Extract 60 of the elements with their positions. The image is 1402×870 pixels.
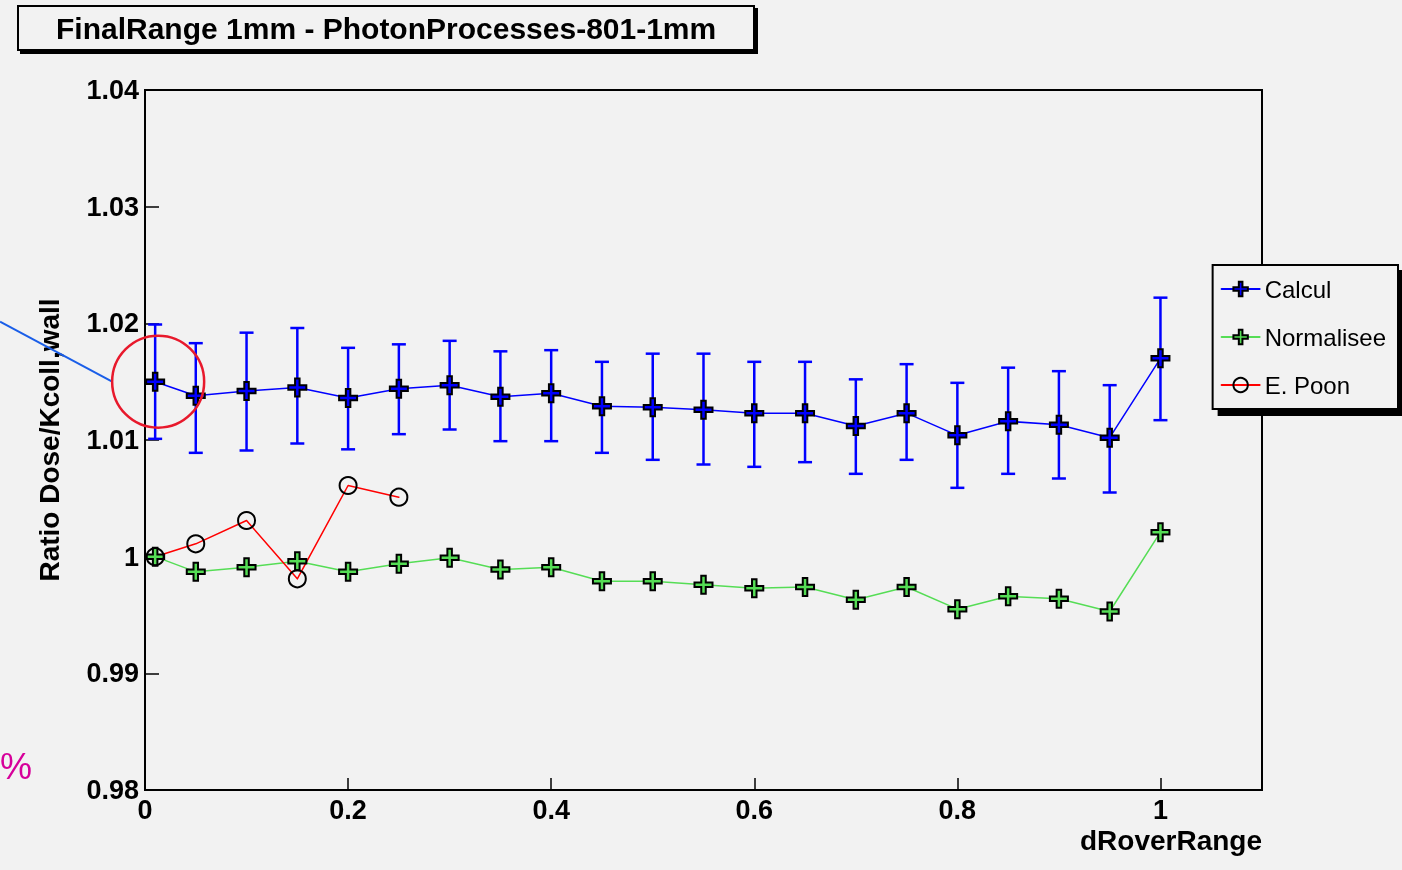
point xyxy=(1048,588,1069,609)
x-tick-label: 0 xyxy=(137,794,153,825)
point xyxy=(338,561,359,582)
point xyxy=(693,399,714,420)
y-tick-label: 1.03 xyxy=(86,191,139,222)
point xyxy=(1150,348,1171,369)
y-tick-label: 1.02 xyxy=(86,308,139,339)
point xyxy=(541,557,562,578)
x-tick-label: 0.2 xyxy=(329,794,367,825)
y-tick-label: 1.01 xyxy=(86,425,139,455)
point xyxy=(947,425,968,446)
point xyxy=(439,547,460,568)
point xyxy=(642,571,663,592)
point xyxy=(744,578,765,599)
point xyxy=(388,553,409,574)
y-tick-label: 0.99 xyxy=(86,658,139,689)
point xyxy=(795,403,816,424)
point xyxy=(490,559,511,580)
point xyxy=(947,599,968,620)
x-tick-label: 0.6 xyxy=(735,794,774,825)
point xyxy=(439,375,460,396)
point xyxy=(1099,427,1120,448)
point xyxy=(998,411,1019,432)
x-tick-label: 1 xyxy=(1152,794,1168,825)
x-axis-title: dRoverRange xyxy=(1079,824,1262,856)
x-tick-label: 0.4 xyxy=(532,794,570,825)
point xyxy=(642,397,663,418)
point xyxy=(287,377,308,398)
legend-label: E. Poon xyxy=(1264,371,1351,399)
point xyxy=(896,577,917,597)
point xyxy=(388,378,409,399)
legend-label: Normalisee xyxy=(1264,323,1386,351)
point xyxy=(541,383,562,404)
chart-title: FinalRange 1mm - PhotonProcesses-801-1mm xyxy=(56,11,717,45)
point xyxy=(1150,522,1171,543)
text: % xyxy=(0,745,33,787)
point xyxy=(185,561,206,582)
point xyxy=(1099,601,1120,622)
y-tick-label: 1.04 xyxy=(86,75,139,105)
legend-label: Calcul xyxy=(1264,275,1332,303)
point xyxy=(845,589,866,610)
point xyxy=(338,388,359,408)
point xyxy=(693,574,714,595)
point xyxy=(896,403,917,424)
point xyxy=(490,386,511,407)
x-tick-label: 0.8 xyxy=(938,794,977,825)
point xyxy=(845,416,866,436)
point xyxy=(744,403,765,424)
point xyxy=(591,396,612,417)
point xyxy=(1048,414,1069,435)
point xyxy=(591,571,612,592)
y-tick-label: 0.98 xyxy=(86,775,139,805)
y-axis-title: Ratio Dose/Kcoll,wall xyxy=(33,298,65,582)
point xyxy=(795,577,816,597)
point xyxy=(236,381,257,401)
point xyxy=(145,371,166,392)
y-tick-label: 1 xyxy=(123,541,139,572)
point xyxy=(287,551,308,572)
point xyxy=(236,557,257,578)
point xyxy=(998,586,1019,607)
